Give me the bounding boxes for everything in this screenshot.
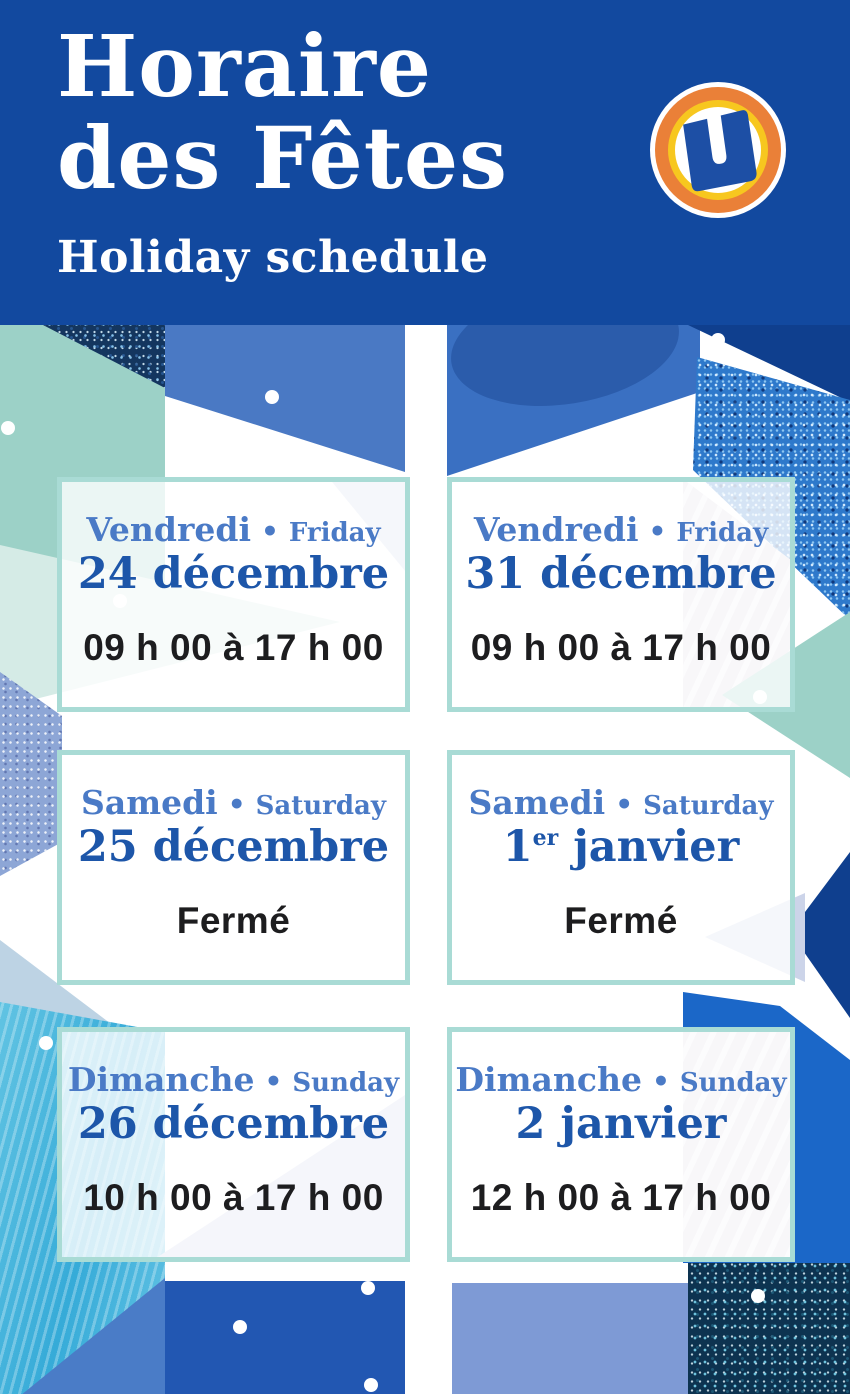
day-french: Vendredi <box>473 510 639 549</box>
day-label: Samedi • Saturday <box>81 783 386 822</box>
date-label: 25 décembre <box>77 822 390 872</box>
day-french: Dimanche <box>67 1060 255 1099</box>
day-label: Dimanche • Sunday <box>68 1060 399 1099</box>
date-label: 31 décembre <box>465 549 777 599</box>
snow-dot <box>39 1036 53 1050</box>
snow-dot <box>711 333 725 347</box>
title-line-fr-1: Horaire <box>57 17 433 117</box>
hours-label: 09 h 00 à 17 h 00 <box>83 627 384 668</box>
snow-dot <box>751 1289 765 1303</box>
snow-dot <box>361 1281 375 1295</box>
day-english: Friday <box>288 518 381 548</box>
header-text-block: Horaire des Fêtes Holiday schedule <box>57 17 508 283</box>
closed-label: Fermé <box>564 900 678 941</box>
date-label: 26 décembre <box>77 1099 390 1149</box>
schedule-card-dec26: Dimanche • Sunday 26 décembre 10 h 00 à … <box>57 1027 410 1262</box>
bullet-separator: • <box>648 515 667 548</box>
date-label: 2 janvier <box>515 1099 727 1149</box>
date-label: 24 décembre <box>77 549 390 599</box>
schedule-card-dec25: Samedi • Saturday 25 décembre Fermé <box>57 750 410 985</box>
day-english: Friday <box>676 518 769 548</box>
snow-dot <box>364 1378 378 1392</box>
schedule-card-jan1: Samedi • Saturday 1er janvier Fermé <box>447 750 795 985</box>
schedule-card-dec24: Vendredi • Friday 24 décembre 09 h 00 à … <box>57 477 410 712</box>
page-subtitle: Holiday schedule <box>57 231 489 283</box>
schedule-card-jan2: Dimanche • Sunday 2 janvier 12 h 00 à 17… <box>447 1027 795 1262</box>
bullet-separator: • <box>261 515 279 548</box>
snow-dot <box>1 421 15 435</box>
snow-dot <box>233 1320 247 1334</box>
day-french: Dimanche <box>455 1060 642 1099</box>
day-french: Vendredi <box>86 510 251 549</box>
day-english: Sunday <box>292 1068 400 1098</box>
day-english: Saturday <box>643 791 774 821</box>
day-french: Samedi <box>468 783 606 822</box>
bullet-separator: • <box>227 788 246 821</box>
uniprix-u-logo-icon <box>650 82 786 218</box>
date-ordinal: er <box>532 825 559 851</box>
bottom-white-strip <box>0 1394 850 1400</box>
day-english: Sunday <box>679 1068 787 1098</box>
hours-label: 10 h 00 à 17 h 00 <box>83 1177 384 1218</box>
hours-label: 09 h 00 à 17 h 00 <box>470 627 772 668</box>
schedule-card-dec31: Vendredi • Friday 31 décembre 09 h 00 à … <box>447 477 795 712</box>
bullet-separator: • <box>651 1065 670 1098</box>
day-french: Samedi <box>80 783 218 822</box>
day-english: Saturday <box>255 791 387 821</box>
date-number: 1 <box>502 822 533 872</box>
closed-label: Fermé <box>176 900 291 941</box>
hours-label: 12 h 00 à 17 h 00 <box>470 1177 772 1218</box>
day-label: Vendredi • Friday <box>474 510 768 549</box>
date-label: 1er janvier <box>502 822 740 872</box>
title-line-fr-2: des Fêtes <box>57 108 508 209</box>
day-label: Dimanche • Sunday <box>455 1060 786 1099</box>
day-label: Vendredi • Friday <box>86 510 380 549</box>
date-month: janvier <box>558 822 740 872</box>
day-label: Samedi • Saturday <box>468 783 773 822</box>
page-title: Horaire des Fêtes <box>57 17 508 209</box>
snow-dot <box>265 390 279 404</box>
bullet-separator: • <box>264 1065 283 1098</box>
bullet-separator: • <box>615 788 634 821</box>
